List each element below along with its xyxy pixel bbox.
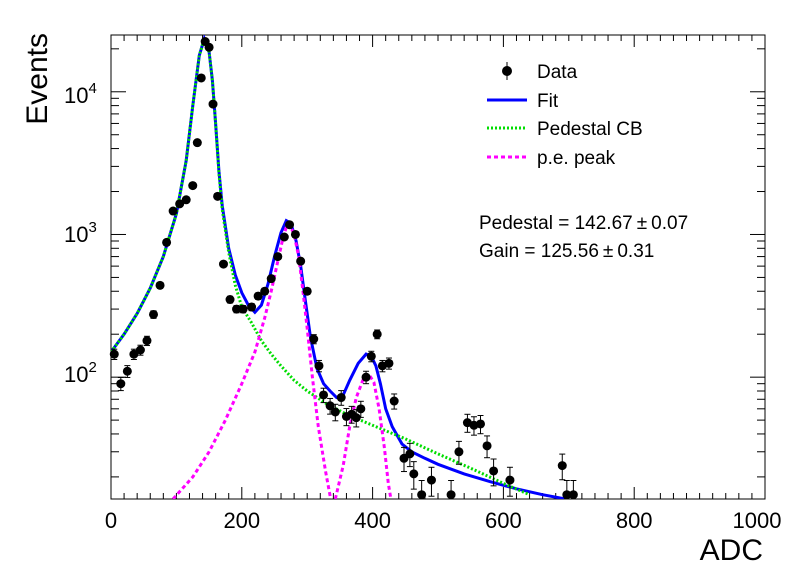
data-point bbox=[213, 191, 223, 201]
plot-frame bbox=[110, 34, 766, 500]
legend: Data Fit Pedestal CB p.e. peak bbox=[487, 62, 643, 169]
data-point bbox=[155, 280, 165, 290]
data-point bbox=[372, 329, 382, 339]
data-point bbox=[356, 404, 366, 414]
data-point bbox=[135, 345, 145, 355]
data-point bbox=[188, 181, 198, 191]
y-axis-title: Events bbox=[21, 33, 54, 125]
data-point bbox=[273, 252, 283, 262]
legend-label-pe-peak: p.e. peak bbox=[537, 148, 616, 169]
data-point bbox=[122, 366, 132, 376]
data-point bbox=[296, 256, 306, 266]
data-point bbox=[568, 490, 578, 500]
data-point bbox=[142, 336, 152, 346]
data-point bbox=[181, 195, 191, 205]
data-point bbox=[204, 42, 214, 52]
data-point bbox=[302, 286, 312, 296]
data-point bbox=[476, 419, 486, 429]
data-point bbox=[162, 237, 172, 247]
x-tick-label: 1000 bbox=[733, 508, 782, 533]
series-line-p-e-peak bbox=[171, 221, 333, 499]
data-point bbox=[325, 401, 335, 411]
data-point bbox=[405, 449, 415, 459]
data-point bbox=[290, 229, 300, 239]
legend-label-pedestal: Pedestal CB bbox=[537, 119, 643, 140]
data-point bbox=[225, 295, 235, 305]
data-point bbox=[314, 361, 324, 371]
data-point bbox=[482, 441, 492, 451]
x-tick-label: 800 bbox=[616, 508, 653, 533]
data-point bbox=[489, 466, 499, 476]
data-point bbox=[384, 358, 394, 368]
x-tick-labels: 0 200 400 600 800 1000 bbox=[105, 508, 782, 533]
x-tick-label: 0 bbox=[105, 508, 117, 533]
y-tick-label: 102 bbox=[64, 359, 97, 387]
data-point bbox=[175, 199, 185, 209]
x-tick-label: 400 bbox=[354, 508, 391, 533]
data-point bbox=[309, 334, 319, 344]
legend-entry-fit: Fit bbox=[487, 91, 559, 112]
data-point bbox=[426, 475, 436, 485]
data-point bbox=[319, 390, 329, 400]
fit-results: Pedestal = 142.67 ±0.07 Gain = 125.56 ±0.3… bbox=[479, 213, 688, 262]
data-point bbox=[129, 349, 139, 359]
data-point bbox=[116, 379, 126, 389]
data-point bbox=[260, 286, 270, 296]
y-tick-labels: 102 103 104 bbox=[64, 80, 97, 387]
data-point bbox=[238, 304, 248, 314]
legend-label-fit: Fit bbox=[537, 91, 559, 112]
data-point bbox=[266, 274, 276, 284]
data-point bbox=[557, 461, 567, 471]
legend-entry-pedestal: Pedestal CB bbox=[487, 119, 643, 140]
data-point bbox=[361, 372, 371, 382]
data-point bbox=[196, 73, 206, 83]
x-tick-label: 200 bbox=[223, 508, 260, 533]
series-line-p-e-peak-2 bbox=[333, 371, 393, 499]
data-point bbox=[192, 138, 202, 148]
legend-data-marker-icon bbox=[502, 66, 512, 76]
data-point bbox=[336, 393, 346, 403]
x-axis-title: ADC bbox=[700, 534, 763, 567]
data-point bbox=[149, 309, 159, 319]
data-point bbox=[285, 220, 295, 230]
data-point bbox=[351, 413, 361, 423]
data-point bbox=[562, 490, 572, 500]
legend-label-data: Data bbox=[537, 62, 578, 83]
data-point bbox=[168, 206, 178, 216]
legend-entry-data: Data bbox=[502, 62, 578, 83]
data-point bbox=[208, 99, 218, 109]
data-point bbox=[409, 469, 419, 479]
gain-result: Gain = 125.56 ±0.31 bbox=[479, 241, 654, 262]
data-points bbox=[109, 37, 578, 500]
data-point bbox=[232, 304, 242, 314]
data-point bbox=[454, 447, 464, 457]
legend-entry-pe-peak: p.e. peak bbox=[487, 148, 616, 169]
pedestal-result: Pedestal = 142.67 ±0.07 bbox=[479, 213, 688, 234]
data-point bbox=[253, 291, 263, 301]
data-point bbox=[446, 490, 456, 500]
y-tick-label: 104 bbox=[64, 80, 97, 108]
data-point bbox=[417, 490, 427, 500]
data-point bbox=[505, 475, 515, 485]
data-point bbox=[366, 351, 376, 361]
data-point bbox=[109, 349, 119, 359]
x-tick-label: 600 bbox=[485, 508, 522, 533]
data-point bbox=[247, 302, 257, 312]
data-point bbox=[389, 396, 399, 406]
data-point bbox=[279, 232, 289, 242]
data-point bbox=[330, 407, 340, 417]
y-tick-label: 103 bbox=[64, 219, 97, 247]
data-point bbox=[218, 259, 228, 269]
